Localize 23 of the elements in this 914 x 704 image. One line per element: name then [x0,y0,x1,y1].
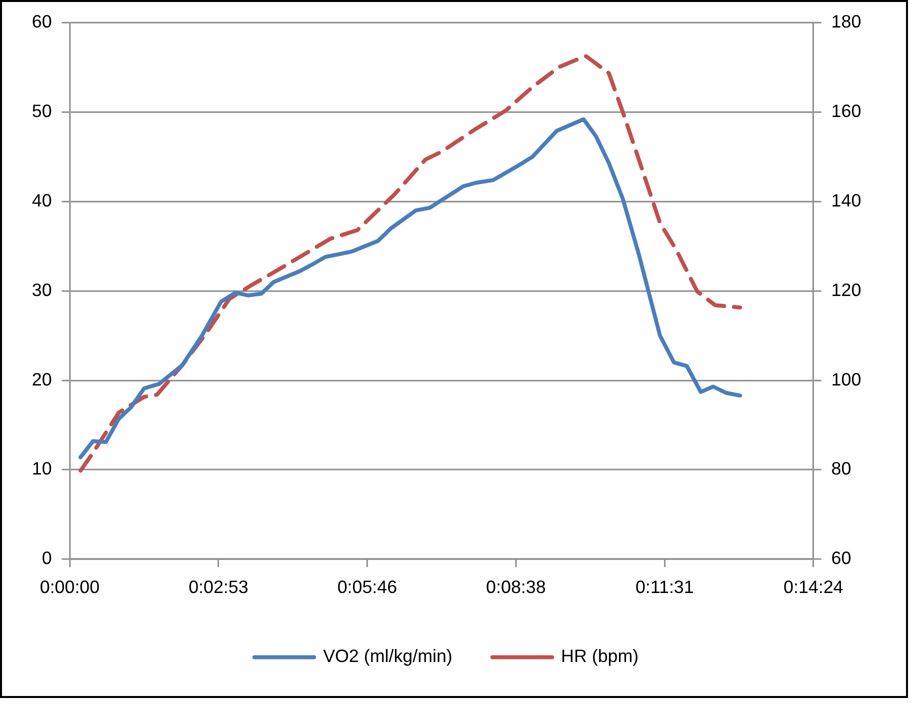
y2-tick-label: 160 [831,101,862,122]
x-tick-label: 0:00:00 [40,576,100,597]
y-tick-label: 10 [32,458,52,479]
legend-label: VO2 (ml/kg/min) [323,646,452,666]
x-tick-label: 0:02:53 [188,576,248,597]
y2-tick-label: 100 [831,369,862,390]
y-tick-label: 60 [32,12,52,32]
y-tick-label: 20 [32,369,52,390]
y-tick-label: 30 [32,280,52,300]
y2-tick-label: 140 [831,190,862,210]
y2-tick-label: 80 [831,458,852,479]
x-tick-label: 0:08:38 [486,576,546,597]
x-tick-label: 0:05:46 [337,576,398,597]
y-tick-label: 0 [42,548,52,568]
y-tick-label: 40 [32,190,52,210]
x-tick-label: 0:14:24 [784,576,844,597]
legend-label: HR (bpm) [561,646,639,666]
x-tick-label: 0:11:31 [635,576,694,597]
line-series [78,54,742,473]
y2-tick-label: 60 [831,548,852,568]
y2-tick-label: 180 [831,12,862,32]
y2-tick-label: 120 [831,280,862,300]
y-tick-label: 50 [32,101,52,122]
